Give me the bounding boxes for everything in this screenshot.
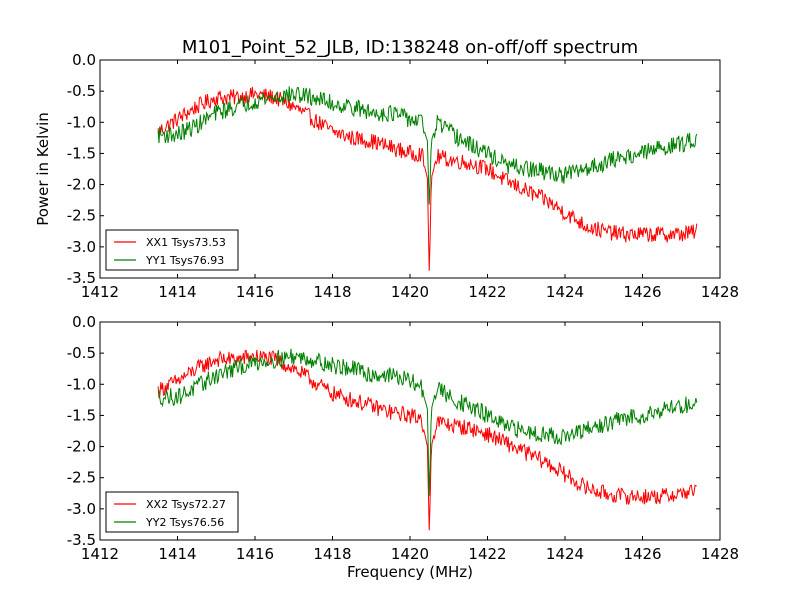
y-tick-label: -3.0 [67,500,96,518]
x-tick-label: 1424 [546,283,584,301]
x-tick-label: 1414 [158,283,196,301]
x-tick-label: 1426 [623,283,661,301]
y-tick-label: -2.5 [67,207,96,225]
series-line-yy1 [157,86,698,205]
y-tick-label: -2.0 [67,438,96,456]
series-line-xx2 [157,349,697,531]
x-tick-label: 1412 [81,283,119,301]
x-tick-label: 1422 [468,283,506,301]
x-tick-label: 1428 [701,545,739,563]
x-tick-label: 1426 [623,545,661,563]
panel-2: 1412 1414 1416 1418 1420 1422 1424 1426 1428 0.0 -… [67,313,739,563]
y-tick-label: -2.0 [67,176,96,194]
y-tick-label: -3.5 [67,269,96,287]
series-lines [157,348,698,531]
x-tick-label: 1428 [701,283,739,301]
legend: XX2 Tsys72.27 YY2 Tsys76.56 [105,491,239,533]
x-tick-label: 1424 [546,545,584,563]
y-tick-label: -1.5 [67,406,96,424]
x-tick-label: 1422 [468,545,506,563]
series-line-yy2 [157,348,698,496]
y-tick-label: -3.0 [67,238,96,256]
y-axis-label-top: Power in Kelvin [34,112,52,226]
y-tick-label: -0.5 [67,82,96,100]
legend-entry: YY1 Tsys76.93 [145,254,224,267]
y-tick-label: -1.0 [67,375,96,393]
panel-1: 1412 1414 1416 1418 1420 1422 1424 1426 1428 0.0 -… [67,51,739,301]
x-tick-label: 1418 [313,545,351,563]
x-tick-label: 1412 [81,545,119,563]
legend-box [105,229,239,271]
legend-entry: YY2 Tsys76.56 [145,516,224,529]
legend-box [105,491,239,533]
x-tick-label: 1420 [391,545,429,563]
series-lines [157,86,698,271]
y-tick-label: -0.5 [67,344,96,362]
x-tick-label: 1420 [391,283,429,301]
y-tick-label: -3.5 [67,531,96,549]
x-tick-label: 1416 [236,283,274,301]
x-tick-label: 1414 [158,545,196,563]
y-tick-label: 0.0 [72,51,96,69]
y-tick-label: 0.0 [72,313,96,331]
y-tick-label: -2.5 [67,469,96,487]
x-tick-label: 1416 [236,545,274,563]
plot-panels: 1412 1414 1416 1418 1420 1422 1424 1426 1428 0.0 -… [67,51,739,563]
y-tick-label: -1.5 [67,144,96,162]
legend: XX1 Tsys73.53 YY1 Tsys76.93 [105,229,239,271]
x-axis-label: Frequency (MHz) [347,563,473,581]
y-tick-label: -1.0 [67,113,96,131]
legend-entry: XX2 Tsys72.27 [146,498,226,511]
x-tick-label: 1418 [313,283,351,301]
chart-title: M101_Point_52_JLB, ID:138248 on-off/off … [182,37,638,58]
legend-entry: XX1 Tsys73.53 [146,236,226,249]
